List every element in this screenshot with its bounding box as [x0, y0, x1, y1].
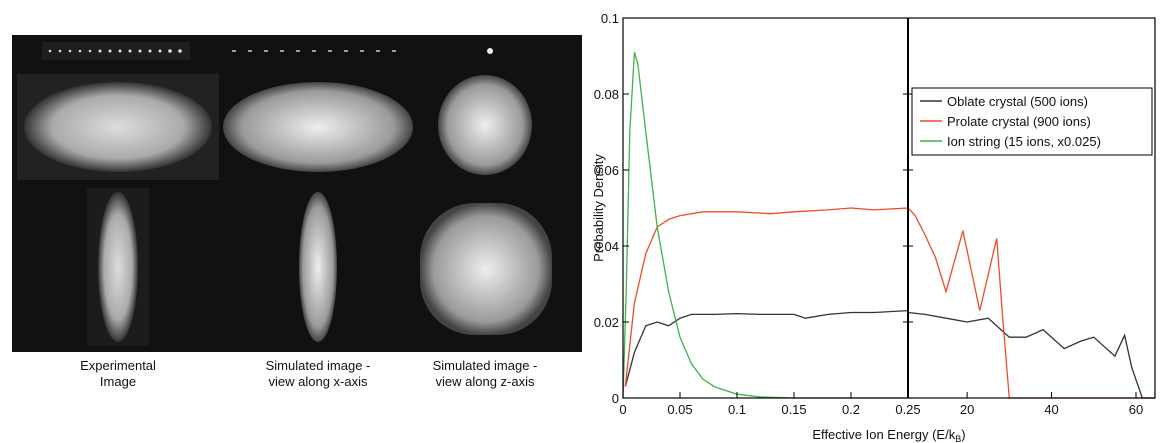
x-tick-label: 0.25 — [895, 402, 920, 417]
series-line — [622, 52, 908, 399]
prolate-experimental — [98, 192, 138, 342]
image-caption: Simulated image - — [266, 358, 371, 373]
oblate-experimental — [24, 82, 212, 172]
plot-frame — [622, 17, 1156, 399]
oblate-simulated-x — [223, 82, 413, 172]
series-line — [624, 309, 909, 387]
series-line — [624, 207, 909, 387]
chart: 0 0.02 0.04 0.06 0.08 0.1 0 0.05 0.1 0.15 0.2 0.25 2… — [591, 11, 1156, 443]
ion-string — [48, 49, 182, 53]
x-tick-label: 0.15 — [781, 402, 806, 417]
y-tick-label: 0.02 — [594, 315, 619, 330]
x-tick-label: 0 — [619, 402, 626, 417]
legend-label: Oblate crystal (500 ions) — [947, 94, 1088, 109]
x-axis-label-text: Effective Ion Energy (E/k — [812, 427, 955, 442]
x-axis-label: Effective Ion Energy (E/kB) — [812, 427, 965, 443]
ion-string-endview — [487, 48, 493, 54]
y-tick-label: 0 — [612, 391, 619, 406]
x-tick-label: 40 — [1044, 402, 1058, 417]
image-caption: view along x-axis — [269, 374, 368, 389]
y-tick-label: 0.06 — [594, 163, 619, 178]
image-caption: Simulated image - — [433, 358, 538, 373]
legend-label: Prolate crystal (900 ions) — [947, 114, 1091, 129]
x-tick-label: 0.1 — [728, 402, 746, 417]
x-tick-label: 0.05 — [667, 402, 692, 417]
image-caption: view along z-axis — [436, 374, 535, 389]
x-axis-label-end: ) — [961, 427, 965, 442]
prolate-simulated-x — [299, 192, 337, 342]
series-line — [907, 207, 1155, 399]
x-tick-label: 60 — [1129, 402, 1143, 417]
y-tick-label: 0.1 — [601, 11, 619, 26]
image-panel — [12, 35, 582, 352]
y-axis-label: Probability Density — [591, 154, 606, 262]
legend-box — [911, 87, 1153, 156]
legend-label: Ion string (15 ions, x0.025) — [947, 134, 1101, 149]
oblate-simulated-z — [438, 75, 532, 175]
series-line — [907, 311, 1155, 399]
x-axis-label-sub: B — [955, 434, 961, 443]
prolate-simulated-z — [420, 203, 552, 335]
x-tick-label: 20 — [960, 402, 974, 417]
y-tick-label: 0.08 — [594, 87, 619, 102]
image-caption: Image — [100, 374, 136, 389]
image-tile — [42, 42, 190, 60]
y-tick-label: 0.04 — [594, 239, 619, 254]
image-caption: Experimental — [80, 358, 156, 373]
x-tick-label: 0.2 — [842, 402, 860, 417]
